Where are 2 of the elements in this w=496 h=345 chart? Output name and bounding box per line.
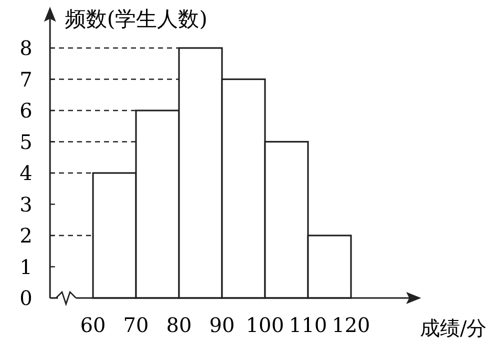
xlabel: 成绩/分: [420, 316, 487, 340]
ylabel: 频数(学生人数): [65, 7, 208, 31]
